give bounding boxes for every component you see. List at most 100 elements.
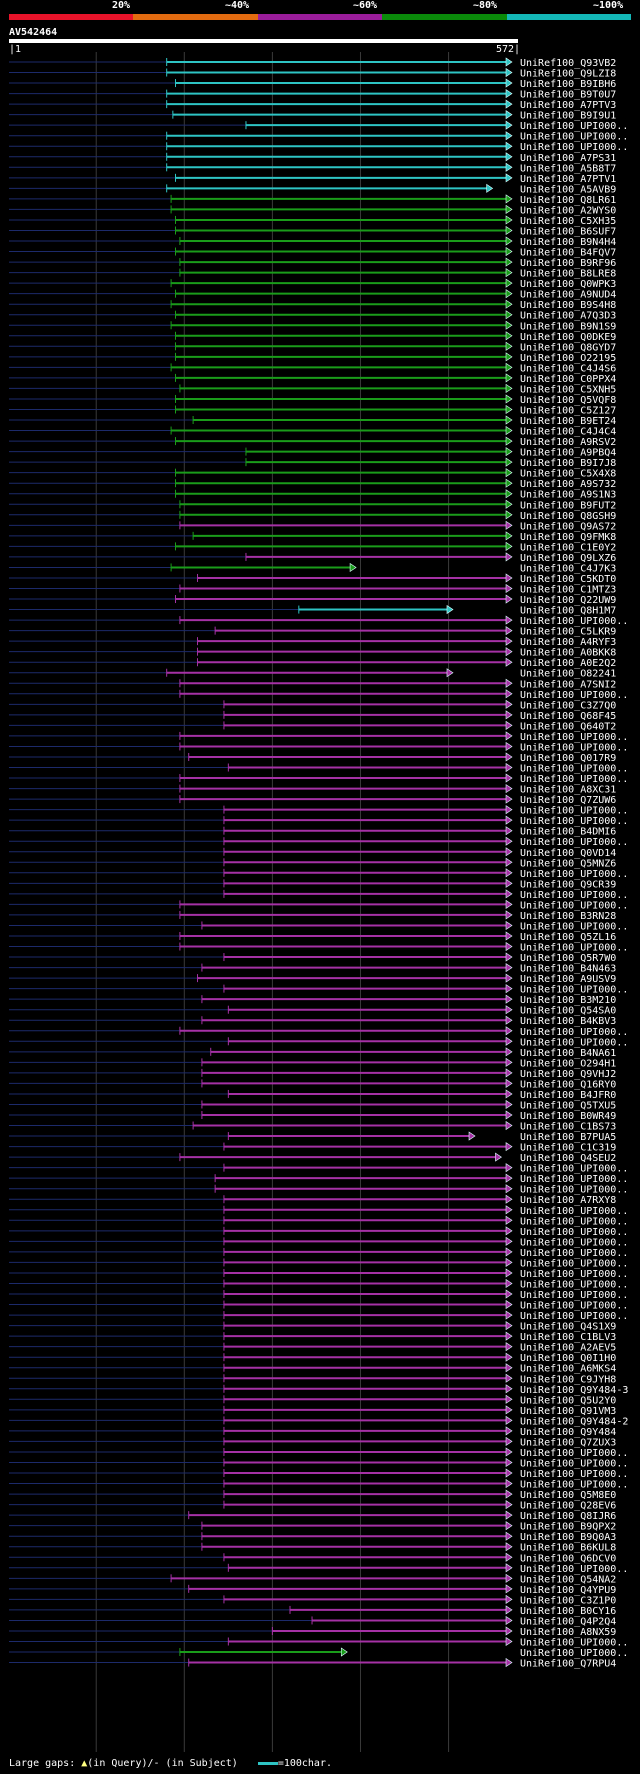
hit-end-arrow [505, 805, 513, 815]
legend-labels: 20% ~40% ~60% ~80% ~100% [0, 0, 640, 12]
hit-end-arrow [505, 1289, 513, 1299]
hit-end-arrow [505, 194, 513, 204]
hit-end-arrow [505, 678, 513, 688]
hit-end-arrow [505, 710, 513, 720]
hit-end-arrow [505, 1415, 513, 1425]
hit-label: UniRef100_Q9Y484-2 [520, 1416, 628, 1427]
hit-end-arrow [505, 1005, 513, 1015]
hit-label: UniRef100_Q7ZUW6 [520, 795, 616, 806]
hit-label: UniRef100_Q5R7W0 [520, 953, 616, 964]
hit-label: UniRef100_O22195 [520, 353, 616, 364]
hit-label: UniRef100_B9FUT2 [520, 500, 616, 511]
hit-label: UniRef100_UPI000.. [520, 742, 628, 753]
hit-end-arrow [505, 99, 513, 109]
hit-label: UniRef100_UPI000.. [520, 732, 628, 743]
hit-end-arrow [505, 1226, 513, 1236]
hit-end-arrow [505, 236, 513, 246]
hit-label: UniRef100_UPI000.. [520, 1258, 628, 1269]
hit-end-arrow [505, 826, 513, 836]
hit-end-arrow [446, 668, 454, 678]
hit-label: UniRef100_C1E0Y2 [520, 542, 616, 553]
hit-label: UniRef100_B9I7J8 [520, 458, 616, 469]
hit-end-arrow [505, 1657, 513, 1668]
legend-color-bar [9, 14, 632, 20]
hit-end-arrow [505, 162, 513, 172]
hit-end-arrow [505, 425, 513, 436]
hit-label: UniRef100_UPI000.. [520, 943, 628, 954]
hit-end-arrow [505, 731, 513, 741]
hit-end-arrow [505, 499, 513, 509]
scale-label: =100char. [277, 1758, 332, 1769]
hit-label: UniRef100_UPI000.. [520, 1279, 628, 1290]
hit-end-arrow [505, 1563, 513, 1573]
hit-end-arrow [505, 1510, 513, 1520]
hit-end-arrow [505, 310, 513, 320]
hit-label: UniRef100_C9JYH8 [520, 1374, 616, 1385]
hit-end-arrow [505, 868, 513, 878]
hit-end-arrow [505, 1173, 513, 1183]
hit-label: UniRef100_B9RF96 [520, 258, 616, 269]
hit-end-arrow [505, 1342, 513, 1352]
hit-end-arrow [505, 689, 513, 699]
query-gap-icon: ▲ [81, 1758, 88, 1769]
hit-end-arrow [505, 626, 513, 636]
hit-label: UniRef100_C5LKR9 [520, 627, 616, 638]
hit-end-arrow [505, 878, 513, 888]
hit-label: UniRef100_A9NUD4 [520, 290, 616, 301]
hit-label: UniRef100_Q9LZI8 [520, 69, 616, 80]
hit-end-arrow [505, 404, 513, 415]
hit-label: UniRef100_Q7RPU4 [520, 1659, 616, 1670]
hit-label: UniRef100_O82241 [520, 669, 616, 680]
hit-end-arrow [505, 120, 513, 130]
hit-end-arrow [505, 489, 513, 499]
hit-label: UniRef100_Q8LR61 [520, 195, 616, 206]
hit-end-arrow [505, 1194, 513, 1204]
hit-end-arrow [505, 773, 513, 783]
hit-end-arrow [505, 1478, 513, 1489]
hit-label: UniRef100_A7PTV1 [520, 174, 616, 185]
hit-end-arrow [505, 373, 513, 383]
hit-label: UniRef100_UPI000.. [520, 1164, 628, 1175]
hit-label: UniRef100_Q8H1M7 [520, 606, 616, 617]
hit-label: UniRef100_UPI000.. [520, 690, 628, 701]
legend-label-20: 20% [112, 0, 131, 11]
hit-end-arrow [505, 299, 513, 309]
hit-label: UniRef100_UPI000.. [520, 1480, 628, 1491]
hit-label: UniRef100_B4N463 [520, 964, 616, 975]
hit-end-arrow [505, 131, 513, 141]
hit-end-arrow [505, 1384, 513, 1394]
hit-label: UniRef100_A7RXY8 [520, 1195, 616, 1206]
hit-label: UniRef100_B3M210 [520, 995, 616, 1006]
legend-label-60: ~60% [353, 0, 378, 11]
hit-end-arrow [505, 457, 513, 467]
hit-label: UniRef100_Q9Y484-3 [520, 1385, 628, 1396]
hit-label: UniRef100_UPI000.. [520, 1301, 628, 1312]
hit-label: UniRef100_UPI000.. [520, 1311, 628, 1322]
hit-label: UniRef100_UPI000.. [520, 121, 628, 132]
hit-label: UniRef100_UPI000.. [520, 806, 628, 817]
hit-end-arrow [505, 857, 513, 867]
hit-end-arrow [505, 1584, 513, 1594]
hit-label: UniRef100_O294H1 [520, 1058, 616, 1069]
hit-end-arrow [505, 67, 513, 78]
hit-end-arrow [505, 341, 513, 351]
hit-end-arrow [505, 952, 513, 962]
hit-label: UniRef100_Q6DCV0 [520, 1553, 616, 1564]
hit-end-arrow [505, 520, 513, 530]
hit-end-arrow [505, 931, 513, 941]
hit-end-arrow [505, 352, 513, 362]
hit-label: UniRef100_C4J4C4 [520, 427, 616, 438]
hit-label: UniRef100_Q8GSH9 [520, 511, 616, 522]
hit-end-arrow [505, 1457, 513, 1468]
hit-end-arrow [505, 257, 513, 267]
hit-label: UniRef100_A9USV9 [520, 974, 616, 985]
hit-end-arrow [505, 899, 513, 909]
hit-end-arrow [505, 415, 513, 425]
hit-end-arrow [505, 541, 513, 551]
hit-label: UniRef100_Q28EV6 [520, 1501, 616, 1512]
hit-label: UniRef100_C5KDT0 [520, 574, 616, 585]
hit-label: UniRef100_Q0DKE9 [520, 332, 616, 343]
hit-label: UniRef100_A7PTV3 [520, 100, 616, 111]
legend-label-80: ~80% [473, 0, 498, 11]
hit-label: UniRef100_UPI000.. [520, 985, 628, 996]
